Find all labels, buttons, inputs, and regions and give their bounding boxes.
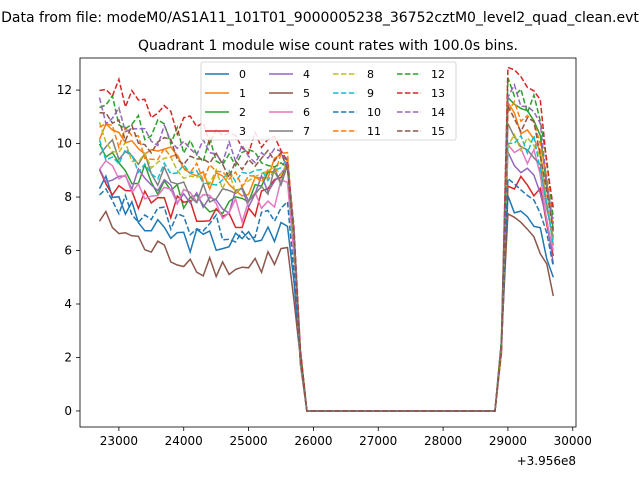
plot-lines	[98, 66, 555, 412]
legend-label-8: 8	[367, 68, 374, 81]
legend-label-10: 10	[367, 106, 381, 119]
chart-title: Quadrant 1 module wise count rates with …	[138, 38, 518, 54]
legend-label-6: 6	[303, 106, 310, 119]
x-tick-label: 29000	[489, 434, 527, 448]
figure-suptitle: Data from file: modeM0/AS1A11_101T01_900…	[1, 10, 639, 26]
x-tick-label: 23000	[100, 434, 138, 448]
legend-label-0: 0	[239, 68, 246, 81]
legend-label-12: 12	[431, 68, 445, 81]
x-axis: 23000 24000 25000 26000 27000 28000 29000 30000	[100, 427, 592, 448]
x-axis-offset-text: +3.956e8	[517, 454, 576, 468]
y-tick-label: 4	[64, 297, 72, 311]
plot-frame	[79, 57, 577, 428]
legend-label-5: 5	[303, 87, 310, 100]
x-tick-label: 26000	[294, 434, 332, 448]
legend-label-3: 3	[239, 125, 246, 138]
legend-label-4: 4	[303, 68, 310, 81]
x-tick-label: 30000	[554, 434, 592, 448]
legend-box	[200, 61, 457, 141]
series-line-15	[99, 105, 555, 412]
x-tick-label: 25000	[229, 434, 267, 448]
x-tick-label: 24000	[165, 434, 203, 448]
y-tick-label: 8	[64, 190, 72, 204]
legend-label-14: 14	[431, 106, 445, 119]
x-tick-label: 27000	[359, 434, 397, 448]
legend-label-1: 1	[239, 87, 246, 100]
legend-label-9: 9	[367, 87, 374, 100]
y-tick-label: 2	[64, 350, 72, 364]
legend-label-13: 13	[431, 87, 445, 100]
y-axis: 0 2 4 6 8 10 12	[57, 83, 80, 418]
y-tick-label: 10	[57, 137, 72, 151]
y-tick-label: 6	[64, 244, 72, 258]
legend-label-11: 11	[367, 125, 381, 138]
y-tick-label: 0	[64, 404, 72, 418]
legend-label-15: 15	[431, 125, 445, 138]
legend-label-2: 2	[239, 106, 246, 119]
x-tick-label: 28000	[424, 434, 462, 448]
y-tick-label: 12	[57, 83, 72, 97]
legend-label-7: 7	[303, 125, 310, 138]
